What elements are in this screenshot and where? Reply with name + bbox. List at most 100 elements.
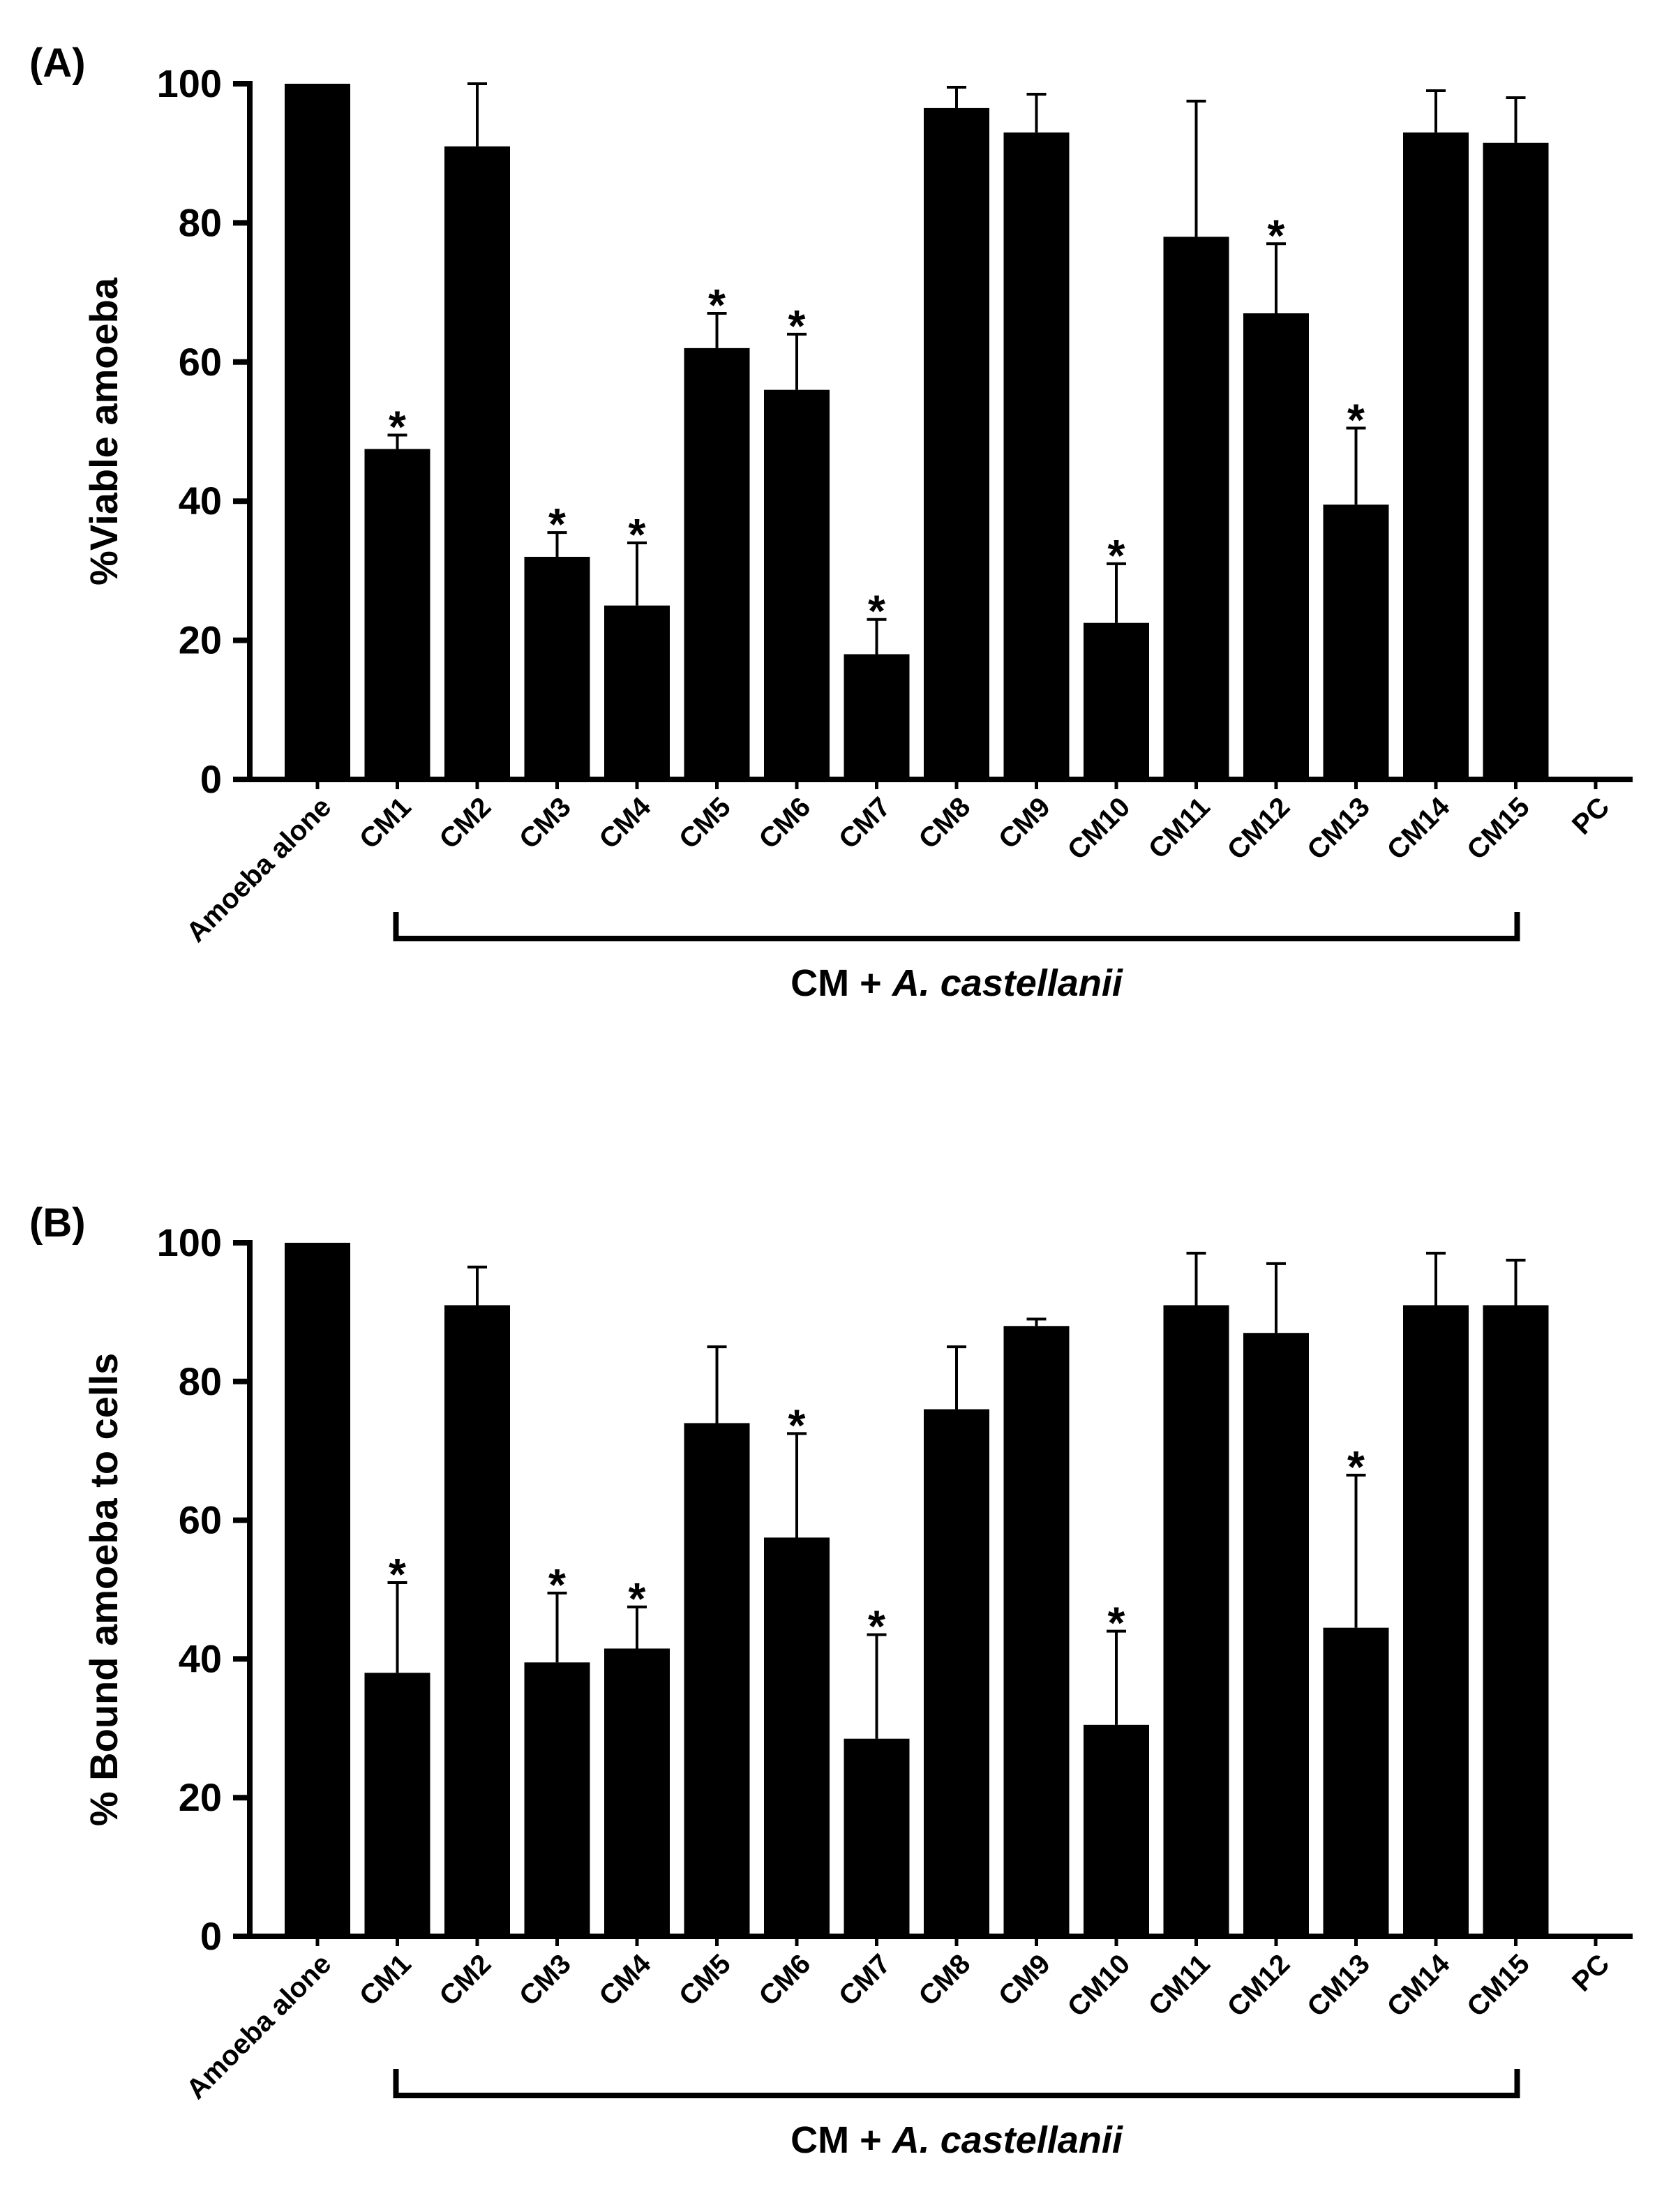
x-tick-label: CM5 <box>673 791 737 855</box>
bar <box>1243 1333 1309 1936</box>
x-tick-label: CM1 <box>354 791 417 855</box>
x-tick-label: CM7 <box>833 1948 897 2012</box>
x-tick-label: CM8 <box>913 1948 977 2012</box>
bar <box>844 1738 910 1936</box>
bar <box>1084 1724 1149 1936</box>
bar <box>1483 142 1549 779</box>
x-tick-label: CM5 <box>673 1948 737 2012</box>
chart-panel-b: (B) % Bound amoeba to cells 0 20 40 60 80 100 Am… <box>29 1200 1633 2161</box>
x-tick-label: CM2 <box>434 1948 497 2012</box>
panel-label: (B) <box>29 1200 86 1246</box>
bar <box>764 389 830 779</box>
x-tick-label: CM12 <box>1222 1948 1296 2023</box>
bar <box>285 84 350 779</box>
x-tick-label: PC <box>1566 1948 1615 1997</box>
bar <box>1243 313 1309 779</box>
y-tick-label: 60 <box>179 1498 222 1542</box>
group-label-species: A. castellanii <box>891 2119 1123 2161</box>
bar <box>764 1537 830 1936</box>
bar <box>1483 1305 1549 1936</box>
y-tick-label: 60 <box>179 340 222 384</box>
group-label-species: A. castellanii <box>891 962 1123 1004</box>
x-tick-label: CM10 <box>1062 1948 1137 2023</box>
group-label: CM + A. castellanii <box>790 962 1123 1004</box>
group-label-prefix: CM + <box>790 2119 892 2161</box>
significance-star: * <box>788 301 806 351</box>
bar <box>1323 1627 1389 1936</box>
bar <box>1163 237 1229 780</box>
bar <box>1003 132 1070 780</box>
x-tick-label: CM6 <box>754 791 817 855</box>
bar <box>444 1305 510 1936</box>
panel-label: (A) <box>29 40 86 86</box>
significance-star: * <box>1108 1598 1125 1648</box>
significance-star: * <box>708 280 726 330</box>
bar <box>1403 132 1469 780</box>
bar <box>684 1423 750 1936</box>
significance-star: * <box>1268 210 1285 260</box>
significance-star: * <box>868 1601 885 1652</box>
y-tick-label: 0 <box>200 1914 222 1958</box>
y-tick-label: 40 <box>179 1636 222 1680</box>
group-bracket <box>393 912 1520 941</box>
bar <box>844 654 910 779</box>
bar <box>364 1673 430 1936</box>
x-tick-label: CM14 <box>1381 1948 1456 2023</box>
bar <box>684 348 750 779</box>
x-tick-label: CM13 <box>1301 1948 1376 2023</box>
significance-star: * <box>1347 395 1365 445</box>
bar <box>364 449 430 779</box>
significance-star: * <box>389 1549 406 1599</box>
x-tick-label: Amoeba alone <box>181 1948 337 2105</box>
bar <box>1163 1305 1229 1936</box>
x-tick-label: CM11 <box>1143 791 1216 865</box>
significance-star: * <box>389 401 406 451</box>
significance-star: * <box>868 586 885 636</box>
significance-star: * <box>1347 1442 1365 1492</box>
x-tick-label: CM4 <box>594 791 657 855</box>
y-tick-label: 20 <box>179 1775 222 1819</box>
x-tick-label: CM3 <box>514 1948 577 2012</box>
x-tick-label: CM4 <box>594 1948 657 2012</box>
bar <box>1323 505 1389 779</box>
x-tick-label: CM9 <box>993 1948 1056 2012</box>
x-tick-label: CM13 <box>1301 791 1376 866</box>
y-tick-label: 100 <box>157 1220 222 1264</box>
x-tick-label: CM1 <box>354 1948 417 2012</box>
bar <box>604 1648 670 1936</box>
bar <box>444 146 510 780</box>
bar <box>1084 622 1149 779</box>
y-tick-label: 80 <box>179 200 222 244</box>
x-tick-label: CM9 <box>993 791 1056 855</box>
chart-panel-a: (A) %Viable amoeba 0 20 40 60 80 100 Amoeba alon… <box>29 40 1633 1004</box>
bar <box>1403 1305 1469 1936</box>
significance-star: * <box>548 1560 566 1610</box>
bar <box>924 107 989 779</box>
x-tick-label: PC <box>1566 791 1615 840</box>
y-axis-label: % Bound amoeba to cells <box>82 1353 126 1826</box>
y-tick-label: 40 <box>179 479 222 523</box>
bar <box>524 556 590 779</box>
x-tick-label: CM2 <box>434 791 497 855</box>
x-tick-label: CM8 <box>913 791 977 855</box>
significance-star: * <box>1108 530 1125 581</box>
group-label-prefix: CM + <box>790 962 892 1004</box>
group-bracket <box>393 2069 1520 2098</box>
significance-star: * <box>629 509 646 560</box>
x-tick-label: CM12 <box>1222 791 1296 866</box>
x-tick-label: CM15 <box>1461 1948 1536 2023</box>
x-tick-label: CM11 <box>1143 1948 1216 2022</box>
y-tick-label: 80 <box>179 1359 222 1403</box>
y-tick-label: 20 <box>179 618 222 662</box>
x-tick-label: CM14 <box>1381 791 1456 866</box>
bar <box>285 1243 350 1936</box>
x-tick-label: Amoeba alone <box>181 791 337 948</box>
significance-star: * <box>629 1574 646 1624</box>
x-tick-label: CM15 <box>1461 791 1536 866</box>
x-tick-label: CM6 <box>754 1948 817 2012</box>
y-tick-label: 100 <box>157 61 222 105</box>
significance-star: * <box>788 1400 806 1450</box>
x-tick-label: CM10 <box>1062 791 1137 866</box>
bar <box>1003 1326 1070 1936</box>
